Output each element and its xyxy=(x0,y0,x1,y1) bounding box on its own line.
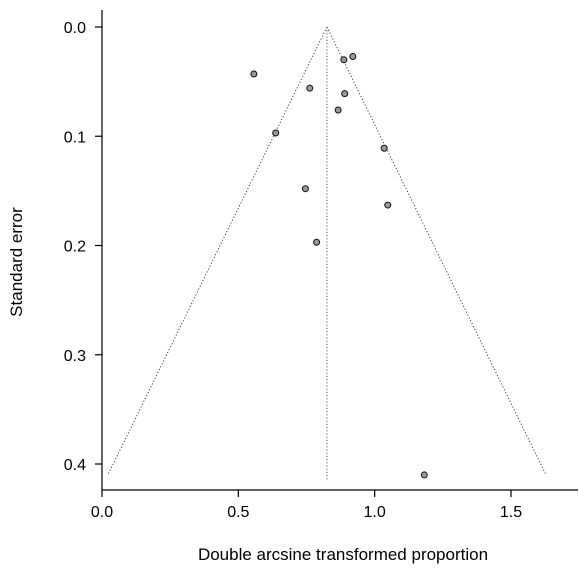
study-point xyxy=(272,129,280,137)
funnel-lines xyxy=(107,26,547,481)
x-tick-label: 0.5 xyxy=(227,504,249,521)
y-tick-label: 0.1 xyxy=(64,129,86,146)
y-axis-title: Standard error xyxy=(7,207,26,317)
study-point xyxy=(340,56,348,64)
y-tick-label: 0.4 xyxy=(64,457,86,474)
study-point xyxy=(250,70,258,78)
study-point xyxy=(334,106,342,114)
y-tick-label: 0.0 xyxy=(64,20,86,37)
data-points xyxy=(250,52,428,479)
funnel-right-line xyxy=(326,26,547,476)
funnel-left-line xyxy=(107,26,328,476)
x-tick-label: 0.0 xyxy=(91,504,113,521)
study-point xyxy=(301,185,309,193)
study-point xyxy=(420,471,428,479)
x-axis-title: Double arcsine transformed proportion xyxy=(198,545,488,564)
axes xyxy=(101,10,578,491)
study-point xyxy=(341,90,349,98)
y-tick-label: 0.2 xyxy=(64,239,86,256)
x-tick-label: 1.0 xyxy=(364,504,386,521)
y-tick-label: 0.3 xyxy=(64,348,86,365)
x-tick-label: 1.5 xyxy=(500,504,522,521)
study-point xyxy=(313,238,321,246)
study-point xyxy=(349,52,357,60)
study-point xyxy=(384,201,392,209)
ticks: 0.0 0.5 1.0 1.5 0.0 0.1 0.2 0.3 0.4 xyxy=(64,20,522,521)
study-point xyxy=(306,84,314,92)
study-point xyxy=(380,144,388,152)
